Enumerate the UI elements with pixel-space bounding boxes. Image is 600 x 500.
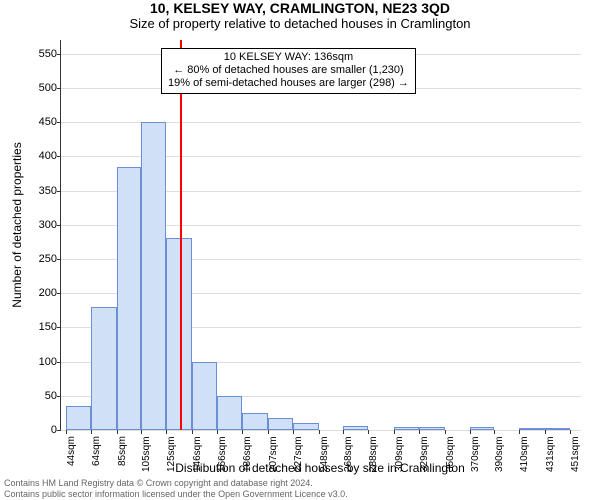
histogram-bar (66, 406, 91, 430)
y-tick-label: 0 (17, 424, 57, 436)
x-tick-mark (117, 430, 118, 434)
footer-line-2: Contains public sector information licen… (4, 489, 348, 499)
y-tick-label: 200 (17, 287, 57, 299)
x-tick-label: 309sqm (394, 436, 405, 472)
y-tick-mark (57, 225, 61, 226)
plot-area: 10 KELSEY WAY: 136sqm← 80% of detached h… (60, 40, 581, 431)
x-tick-label: 410sqm (519, 436, 530, 472)
x-tick-mark (293, 430, 294, 434)
y-tick-label: 150 (17, 321, 57, 333)
chart-subtitle: Size of property relative to detached ho… (0, 16, 600, 31)
x-tick-mark (141, 430, 142, 434)
x-tick-label: 186sqm (242, 436, 253, 472)
chart-container: 10, KELSEY WAY, CRAMLINGTON, NE23 3QD Si… (0, 0, 600, 500)
gridline (61, 122, 581, 123)
x-tick-mark (91, 430, 92, 434)
x-tick-label: 350sqm (445, 436, 456, 472)
y-tick-mark (57, 396, 61, 397)
y-tick-label: 400 (17, 150, 57, 162)
x-tick-label: 166sqm (217, 436, 228, 472)
x-tick-mark (242, 430, 243, 434)
histogram-bar (470, 427, 495, 430)
y-tick-mark (57, 191, 61, 192)
histogram-bar (419, 427, 445, 430)
y-tick-mark (57, 88, 61, 89)
y-tick-label: 450 (17, 116, 57, 128)
page-title: 10, KELSEY WAY, CRAMLINGTON, NE23 3QD (0, 0, 600, 16)
x-tick-mark (519, 430, 520, 434)
x-tick-label: 146sqm (192, 436, 203, 472)
y-tick-mark (57, 54, 61, 55)
gridline (61, 430, 581, 431)
histogram-bar (394, 427, 419, 430)
x-tick-mark (545, 430, 546, 434)
x-tick-mark (217, 430, 218, 434)
x-tick-mark (268, 430, 269, 434)
histogram-bar (192, 362, 217, 430)
y-tick-mark (57, 327, 61, 328)
gridline (61, 156, 581, 157)
histogram-bar (117, 167, 142, 430)
x-tick-mark (494, 430, 495, 434)
y-tick-label: 500 (17, 82, 57, 94)
y-tick-label: 250 (17, 253, 57, 265)
x-tick-label: 85sqm (117, 436, 128, 466)
histogram-bar (293, 423, 319, 430)
y-tick-label: 50 (17, 390, 57, 402)
x-tick-mark (445, 430, 446, 434)
annotation-line-1: 10 KELSEY WAY: 136sqm (168, 51, 409, 64)
x-tick-label: 207sqm (268, 436, 279, 472)
annotation-box: 10 KELSEY WAY: 136sqm← 80% of detached h… (161, 48, 416, 94)
x-tick-mark (394, 430, 395, 434)
histogram-bar (242, 413, 268, 430)
annotation-line-2: ← 80% of detached houses are smaller (1,… (168, 64, 409, 77)
x-tick-label: 288sqm (368, 436, 379, 472)
x-tick-label: 44sqm (66, 436, 77, 466)
x-tick-label: 125sqm (166, 436, 177, 472)
x-tick-mark (166, 430, 167, 434)
y-tick-label: 550 (17, 48, 57, 60)
x-tick-mark (343, 430, 344, 434)
y-tick-label: 350 (17, 185, 57, 197)
x-tick-label: 431sqm (545, 436, 556, 472)
histogram-bar (141, 122, 166, 430)
x-tick-label: 105sqm (141, 436, 152, 472)
y-tick-mark (57, 362, 61, 363)
x-tick-mark (419, 430, 420, 434)
marker-line (180, 40, 182, 430)
x-tick-mark (368, 430, 369, 434)
x-tick-label: 227sqm (293, 436, 304, 472)
x-tick-label: 329sqm (419, 436, 430, 472)
x-tick-mark (470, 430, 471, 434)
footer-line-1: Contains HM Land Registry data © Crown c… (4, 478, 348, 488)
histogram-bar (545, 428, 570, 430)
y-tick-mark (57, 430, 61, 431)
footer-attribution: Contains HM Land Registry data © Crown c… (4, 478, 348, 499)
x-tick-label: 268sqm (343, 436, 354, 472)
x-tick-label: 370sqm (470, 436, 481, 472)
y-tick-label: 300 (17, 219, 57, 231)
x-tick-mark (570, 430, 571, 434)
histogram-bar (268, 418, 293, 430)
histogram-bar (91, 307, 117, 430)
x-tick-mark (319, 430, 320, 434)
annotation-line-3: 19% of semi-detached houses are larger (… (168, 77, 409, 90)
y-tick-mark (57, 122, 61, 123)
x-tick-label: 248sqm (319, 436, 330, 472)
x-tick-label: 64sqm (91, 436, 102, 466)
x-tick-mark (192, 430, 193, 434)
histogram-bar (217, 396, 242, 430)
histogram-bar (519, 428, 545, 430)
x-tick-label: 390sqm (494, 436, 505, 472)
y-tick-mark (57, 293, 61, 294)
x-tick-mark (66, 430, 67, 434)
y-tick-label: 100 (17, 356, 57, 368)
y-tick-mark (57, 259, 61, 260)
x-tick-label: 451sqm (570, 436, 581, 472)
histogram-bar (343, 426, 368, 430)
y-tick-mark (57, 156, 61, 157)
